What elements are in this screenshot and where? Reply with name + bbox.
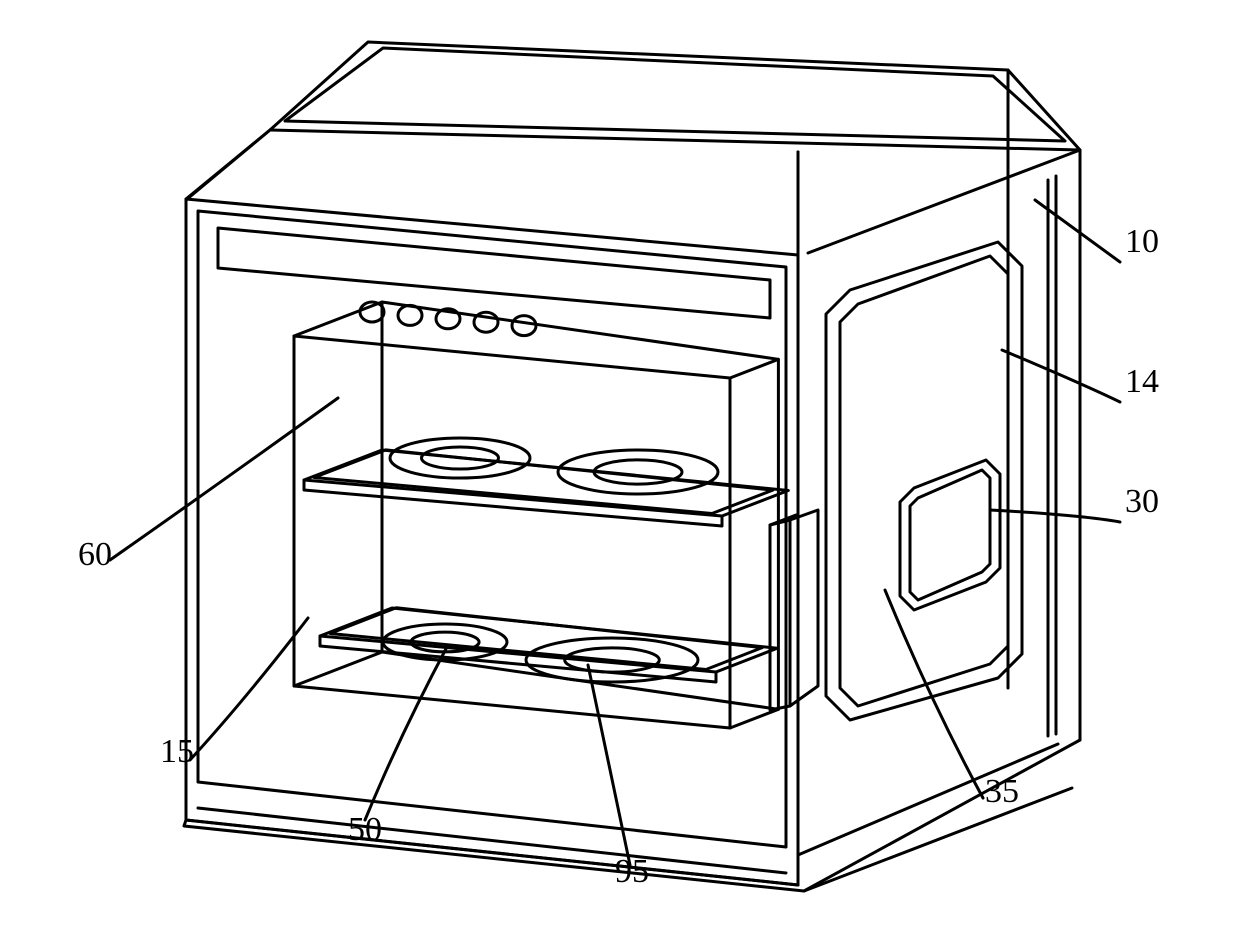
leader-50 bbox=[365, 645, 448, 820]
knob-4 bbox=[512, 316, 536, 336]
control-strip bbox=[218, 228, 770, 318]
label-30: 30 bbox=[1125, 483, 1159, 521]
leader-15 bbox=[190, 618, 308, 760]
label-10: 10 bbox=[1125, 223, 1159, 261]
base-side-kick bbox=[804, 788, 1072, 891]
leader-14 bbox=[1002, 350, 1120, 402]
side-panel-inner bbox=[840, 256, 1008, 706]
front-bottom-lip bbox=[198, 808, 786, 873]
oven-diagram bbox=[0, 0, 1240, 938]
label-60: 60 bbox=[78, 536, 112, 574]
shelf-plate-right-outer bbox=[558, 450, 718, 494]
label-14: 14 bbox=[1125, 363, 1159, 401]
cavity-opening bbox=[294, 336, 730, 728]
side-bottom-rail bbox=[798, 744, 1058, 855]
side-window-inner bbox=[910, 470, 990, 600]
label-35: 35 bbox=[985, 773, 1019, 811]
label-50: 50 bbox=[348, 811, 382, 849]
leader-95 bbox=[588, 665, 630, 865]
front-face bbox=[186, 199, 798, 885]
top-to-front-left bbox=[186, 130, 270, 199]
front-face-inset bbox=[198, 211, 786, 847]
cavity-edge-bl bbox=[294, 652, 382, 686]
cavity-edge-tl bbox=[294, 302, 382, 336]
cavity-edge-br bbox=[730, 709, 778, 728]
label-15: 15 bbox=[160, 733, 194, 771]
top-inset bbox=[285, 48, 1065, 141]
label-95: 95 bbox=[615, 853, 649, 891]
top-face bbox=[270, 42, 1080, 150]
side-panel bbox=[826, 242, 1022, 720]
cavity-edge-tr bbox=[730, 359, 778, 378]
water-tab-side bbox=[790, 510, 818, 706]
